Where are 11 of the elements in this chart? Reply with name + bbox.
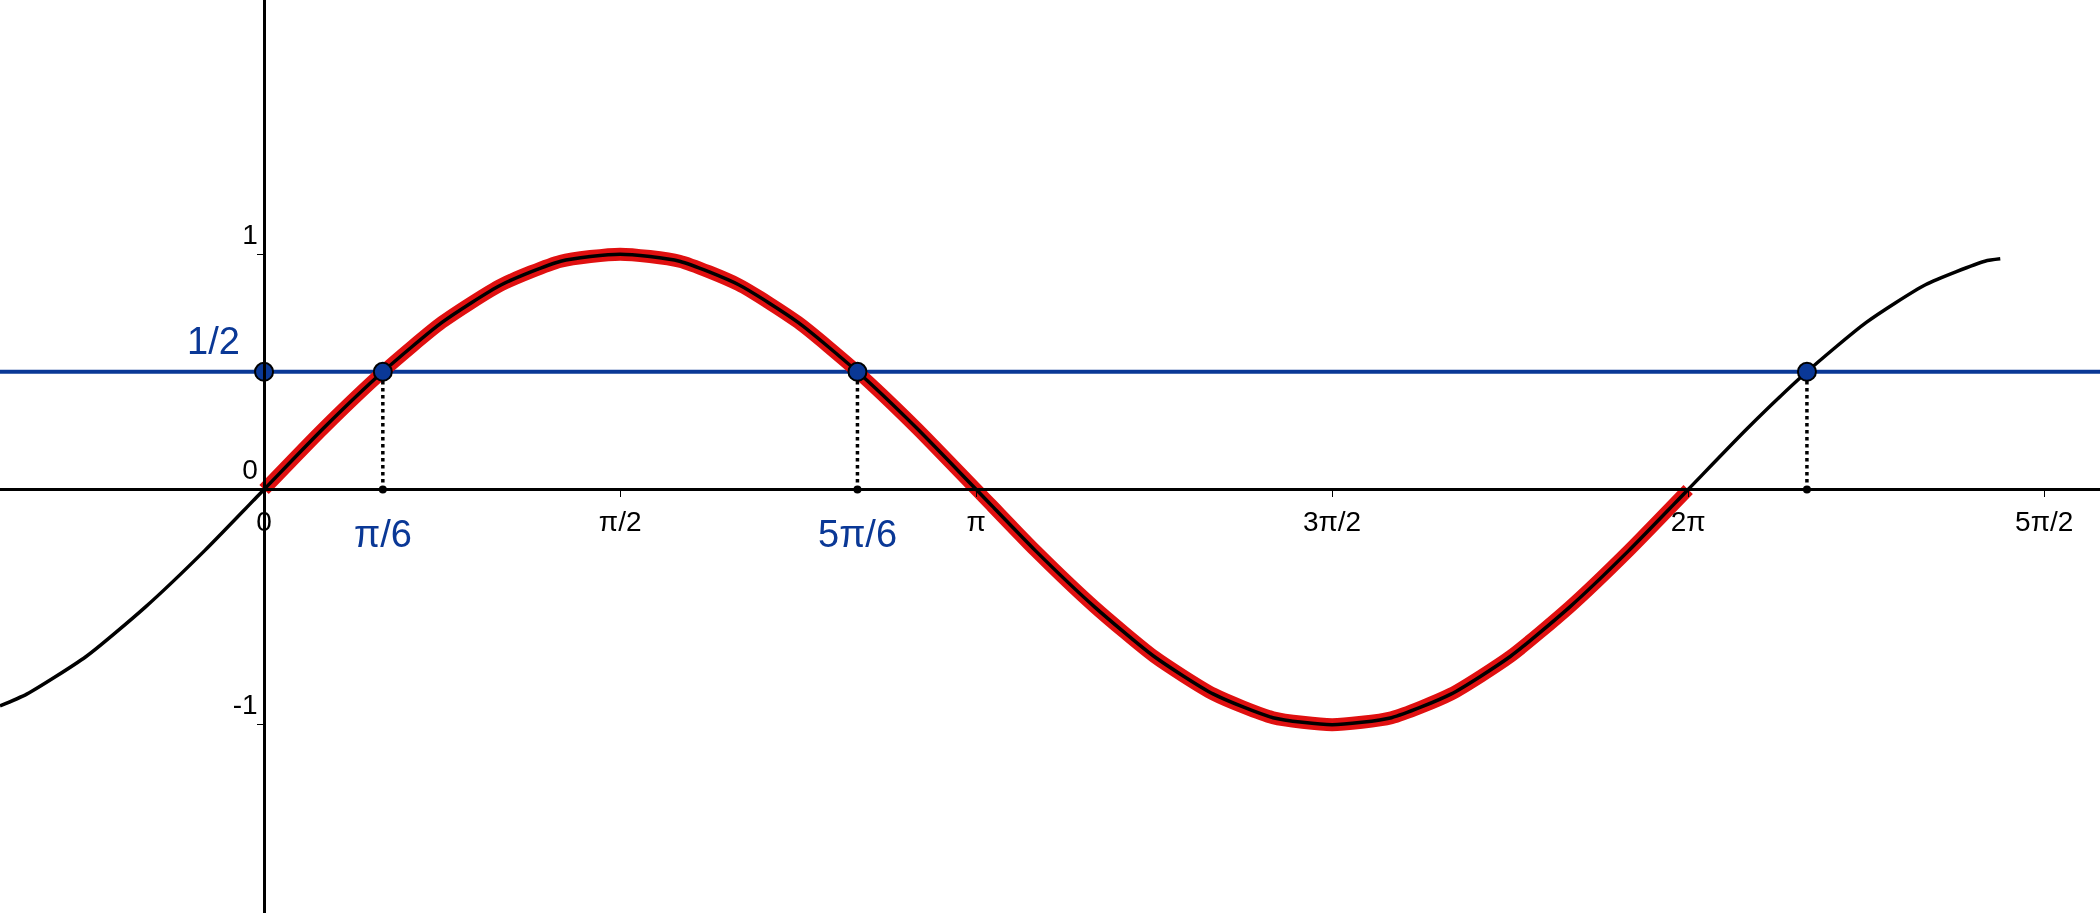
x-tick-label: 2π xyxy=(1670,505,1706,537)
y-tick-label: -1 xyxy=(232,689,258,721)
x-tick-label: 5π/2 xyxy=(2015,505,2074,537)
y-tick-label: 0 xyxy=(242,454,258,486)
annotation: π/6 xyxy=(354,513,412,555)
x-tick-label: 3π/2 xyxy=(1302,505,1362,537)
x-tick-label: π xyxy=(966,505,986,537)
annotation: 5π/6 xyxy=(818,513,898,555)
y-tick-label: 1 xyxy=(242,218,258,250)
x-tick-label: π/2 xyxy=(598,505,642,537)
ref-line-label: 1/2 xyxy=(187,320,240,362)
